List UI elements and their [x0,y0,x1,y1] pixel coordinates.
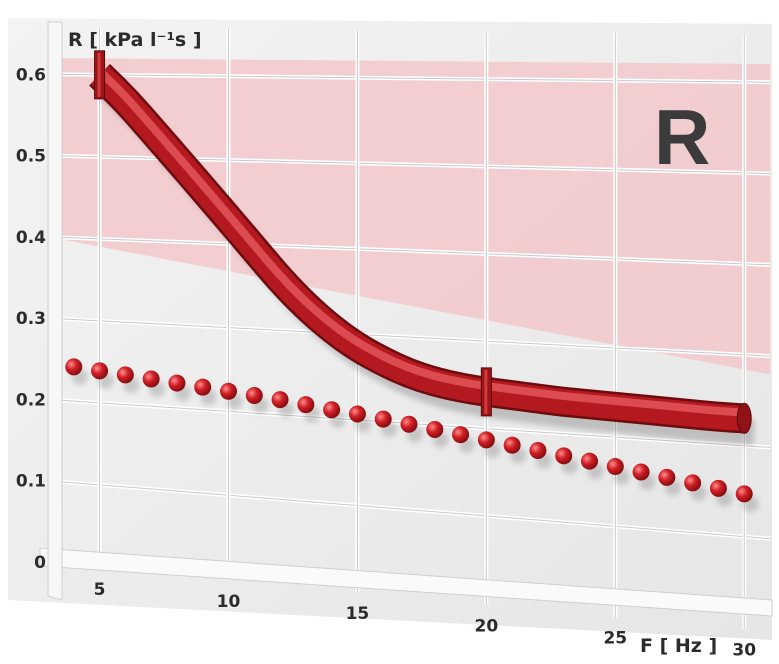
data-point [400,415,418,433]
tube-marker-highlight [97,52,101,97]
x-tick-label: 10 [217,592,241,612]
data-point [477,431,495,449]
data-point [116,366,134,384]
data-point [581,452,598,470]
y-axis-label: R [ kPa l⁻¹s ] [68,29,202,51]
data-point [735,485,753,503]
grid-line-y-edge-4 [47,236,771,266]
floor [39,21,773,617]
floor-rail [39,547,773,617]
data-point [555,447,573,465]
data-point [452,426,470,444]
data-point [220,382,237,400]
y-tick-labels: 0 0.1 0.2 0.3 0.4 0.5 0.6 [16,65,46,573]
data-point [426,420,444,438]
left-post [47,21,63,601]
x-tick-label: 25 [603,628,627,648]
data-point [632,463,650,481]
y-tick-label: 0.6 [16,65,46,85]
tube-series [89,64,756,446]
tube-end-cap [736,402,752,434]
x-tick-label: 5 [94,580,106,600]
x-tick-labels: 5 10 15 20 25 30 [94,580,757,661]
y-tick-label: 0 [34,553,46,573]
data-point [503,436,521,454]
data-point [297,396,315,414]
tube-highlight [94,65,743,417]
data-point [245,386,263,404]
data-point [142,370,160,388]
big-letter-annotation: R [654,93,710,181]
data-point [323,401,341,419]
data-point [168,374,186,392]
dots-series [65,358,753,503]
data-point [684,474,702,492]
data-point [194,378,212,396]
grid-line-y-edge-6 [47,73,771,83]
data-point [65,358,83,376]
data-point [606,458,624,476]
data-point [91,362,109,380]
tube-marker-highlight [484,369,488,414]
data-point [709,479,727,497]
x-tick-label: 20 [475,616,499,636]
x-axis-label: F [ Hz ] [640,635,717,657]
data-point [529,441,547,459]
data-point [348,405,366,423]
y-tick-label: 0.4 [16,228,46,248]
data-point [658,468,676,486]
grid-line-y-edge-3 [47,317,771,357]
x-tick-label: 30 [732,641,756,661]
tube-markers [94,50,492,417]
y-tick-label: 0.1 [16,472,46,492]
x-tick-label: 15 [346,604,370,624]
data-point [271,391,289,409]
grid-line-y-edge-1 [47,480,771,540]
y-tick-label: 0.5 [16,147,46,167]
y-tick-label: 0.3 [16,309,46,329]
data-point [374,410,392,428]
y-tick-label: 0.2 [16,390,46,410]
